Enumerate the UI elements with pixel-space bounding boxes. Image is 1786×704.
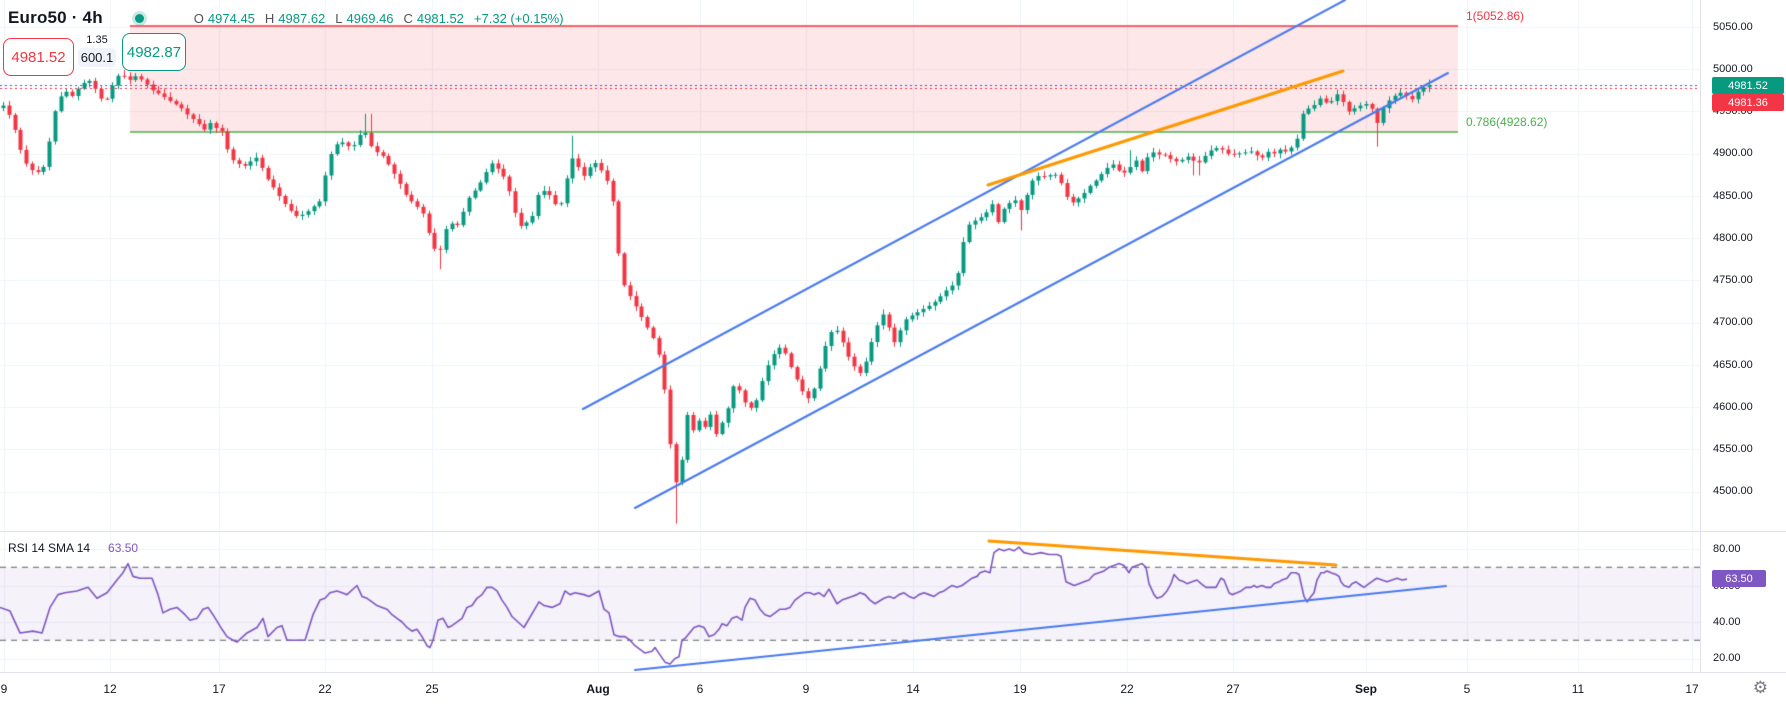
axis-label: 4550.00	[1713, 443, 1753, 455]
axis-label: 4650.00	[1713, 359, 1753, 371]
rsi-pane-header: RSI 14 SMA 14 63.50	[8, 541, 138, 555]
open-label: O	[193, 10, 204, 26]
time-axis-label: 17	[1685, 682, 1699, 696]
time-axis-label: 9	[0, 682, 8, 696]
axis-label: 5000.00	[1713, 63, 1753, 75]
fib-level-1-label[interactable]: 1(5052.86)	[1466, 9, 1525, 23]
symbol-title[interactable]: Euro50 · 4h	[8, 8, 103, 27]
time-axis-label: 5	[1463, 682, 1471, 696]
axis-label: 20.00	[1713, 652, 1741, 664]
pane-separator[interactable]	[0, 531, 1786, 532]
low-value: 4969.46	[346, 10, 394, 26]
high-label: H	[264, 10, 275, 26]
market-status-icon	[134, 13, 144, 23]
fib-level-0786-label[interactable]: 0.786(4928.62)	[1466, 115, 1548, 129]
time-axis-label: 27	[1226, 682, 1240, 696]
time-scale[interactable]: ⚙ 9 12 17 22 25 Aug 6 9 14 19 22 27 Sep 5 11 17	[0, 672, 1786, 704]
time-axis-label: 14	[906, 682, 920, 696]
change-value: +7.32 (+0.15%)	[473, 10, 564, 26]
time-axis-label: 25	[425, 682, 439, 696]
axis-label: 4600.00	[1713, 401, 1753, 413]
settings-gear-icon[interactable]: ⚙	[1752, 678, 1768, 697]
axis-label: 80.00	[1713, 543, 1741, 555]
time-axis-label: 12	[103, 682, 117, 696]
time-axis-label: 22	[318, 682, 332, 696]
axis-label: 40.00	[1713, 616, 1741, 628]
low-label: L	[335, 10, 343, 26]
axis-label: 4850.00	[1713, 190, 1753, 202]
high-value: 4987.62	[278, 10, 326, 26]
time-axis-label: 22	[1120, 682, 1134, 696]
buy-price: 4982.87	[126, 43, 182, 61]
sell-button[interactable]: 4981.52	[3, 38, 74, 76]
time-axis-label: Sep	[1354, 682, 1378, 696]
sell-price: 4981.52	[11, 48, 66, 66]
time-axis-label: Aug	[586, 682, 610, 696]
close-value: 4981.52	[416, 10, 464, 26]
ohlc-readout: O 4974.45 H 4987.62 L 4969.46 C 4981.52 …	[188, 11, 564, 26]
spread-column: 1.35 600.1	[74, 34, 120, 67]
last-price-badge: 4981.52	[1712, 77, 1784, 94]
open-value: 4974.45	[207, 10, 255, 26]
close-label: C	[403, 10, 413, 26]
axis-label: 4700.00	[1713, 316, 1753, 328]
rsi-title[interactable]: RSI 14 SMA 14	[8, 541, 91, 555]
price-scale[interactable]: 4981.52 4981.36 63.50 5050.00 5000.00 4950…	[1700, 0, 1786, 672]
time-axis-label: 11	[1571, 682, 1585, 696]
time-axis-label: 17	[212, 682, 226, 696]
axis-label: 5050.00	[1713, 21, 1753, 33]
time-axis-label: 19	[1013, 682, 1027, 696]
rsi-current-value: 63.50	[108, 541, 139, 555]
volume-value[interactable]: 600.1	[77, 48, 117, 67]
chart-header: Euro50 · 4h O 4974.45 H 4987.62 L 4969.4…	[8, 5, 564, 31]
time-axis-label: 6	[696, 682, 704, 696]
bid-price-badge: 4981.36	[1712, 94, 1784, 111]
axis-label: 4800.00	[1713, 232, 1753, 244]
axis-label: 4750.00	[1713, 274, 1753, 286]
spread-value: 1.35	[86, 34, 108, 46]
axis-label: 4900.00	[1713, 147, 1753, 159]
rsi-value-badge: 63.50	[1712, 570, 1766, 587]
time-axis-label: 9	[802, 682, 810, 696]
buy-button[interactable]: 4982.87	[122, 33, 186, 71]
price-chart-canvas[interactable]	[0, 0, 1700, 672]
axis-label: 4500.00	[1713, 485, 1753, 497]
